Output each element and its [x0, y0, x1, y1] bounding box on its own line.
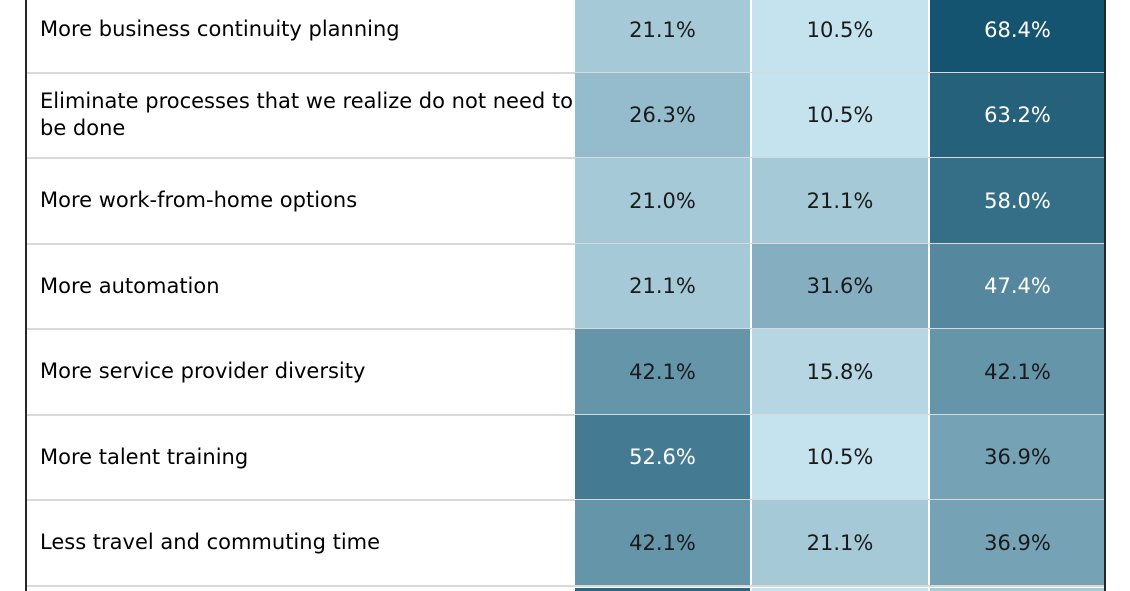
- cell-separator: [750, 414, 752, 500]
- row-separator: [25, 413, 1106, 416]
- heat-cell: 31.6%: [752, 243, 928, 329]
- row-separator: [25, 328, 1106, 330]
- heat-cell: 10.5%: [752, 414, 928, 500]
- heat-cell: 68.4%: [930, 0, 1105, 72]
- table-row: More talent training 52.6% 10.5% 36.9%: [27, 414, 1105, 500]
- partial-row-cell: [575, 588, 750, 591]
- cell-separator: [928, 329, 930, 414]
- row-separator: [25, 499, 1106, 501]
- cell-separator: [928, 158, 930, 243]
- cell-separator: [928, 0, 930, 72]
- heat-cell: 21.1%: [575, 0, 750, 72]
- heat-cell: 63.2%: [930, 72, 1105, 158]
- table-row: Eliminate processes that we realize do n…: [27, 72, 1105, 158]
- heat-cell: 47.4%: [930, 243, 1105, 329]
- heatmap-table: More business continuity planning 21.1% 10…: [25, 0, 1106, 591]
- heat-cell: 10.5%: [752, 72, 928, 158]
- cell-separator: [750, 500, 752, 585]
- row-label: More automation: [40, 273, 220, 298]
- heat-cell: 10.5%: [752, 0, 928, 72]
- heat-cell: 42.1%: [930, 329, 1105, 414]
- row-label: More talent training: [40, 444, 249, 469]
- row-separator: [25, 71, 1106, 74]
- heat-cell: 42.1%: [575, 329, 750, 414]
- heat-cell: 21.1%: [575, 243, 750, 329]
- heat-cell: 21.1%: [752, 158, 928, 243]
- cell-separator: [750, 329, 752, 414]
- cell-separator: [928, 243, 930, 329]
- row-label: More work-from-home options: [40, 188, 358, 212]
- table-right-border: [1104, 0, 1106, 591]
- table-row: More work-from-home options 21.0% 21.1% 58.…: [27, 158, 1105, 243]
- table-row: More service provider diversity 42.1% 15.8…: [27, 329, 1105, 414]
- row-label: Less travel and commuting time: [40, 530, 381, 554]
- cell-separator: [928, 500, 930, 585]
- cell-separator: [750, 243, 752, 329]
- partial-row-cell: [930, 588, 1105, 591]
- heat-cell: 36.9%: [930, 414, 1105, 500]
- heat-cell: 21.0%: [575, 158, 750, 243]
- row-label: More service provider diversity: [40, 359, 366, 383]
- heat-cell: 36.9%: [930, 500, 1105, 585]
- table-row: Less travel and commuting time 42.1% 21.1%…: [27, 500, 1105, 585]
- heat-cell: 58.0%: [930, 158, 1105, 243]
- row-separator: [25, 584, 1106, 587]
- heat-cell: 15.8%: [752, 329, 928, 414]
- cell-separator: [928, 72, 930, 158]
- row-separator: [25, 242, 1106, 245]
- cell-separator: [928, 414, 930, 500]
- heat-cell: 26.3%: [575, 72, 750, 158]
- row-label: Eliminate processes that we realize do n…: [40, 89, 573, 140]
- table-row: More automation 21.1% 31.6% 47.4%: [27, 243, 1105, 329]
- cell-separator: [750, 0, 752, 72]
- cell-separator: [750, 72, 752, 158]
- cell-separator: [750, 158, 752, 243]
- heat-cell: 21.1%: [752, 500, 928, 585]
- table-row: More business continuity planning 21.1% 10…: [27, 0, 1105, 72]
- row-label: More business continuity planning: [40, 17, 400, 41]
- row-separator: [25, 157, 1106, 159]
- heat-cell: 52.6%: [575, 414, 750, 500]
- heat-cell: 42.1%: [575, 500, 750, 585]
- table-left-border: [25, 0, 27, 591]
- partial-row-cell: [752, 588, 928, 591]
